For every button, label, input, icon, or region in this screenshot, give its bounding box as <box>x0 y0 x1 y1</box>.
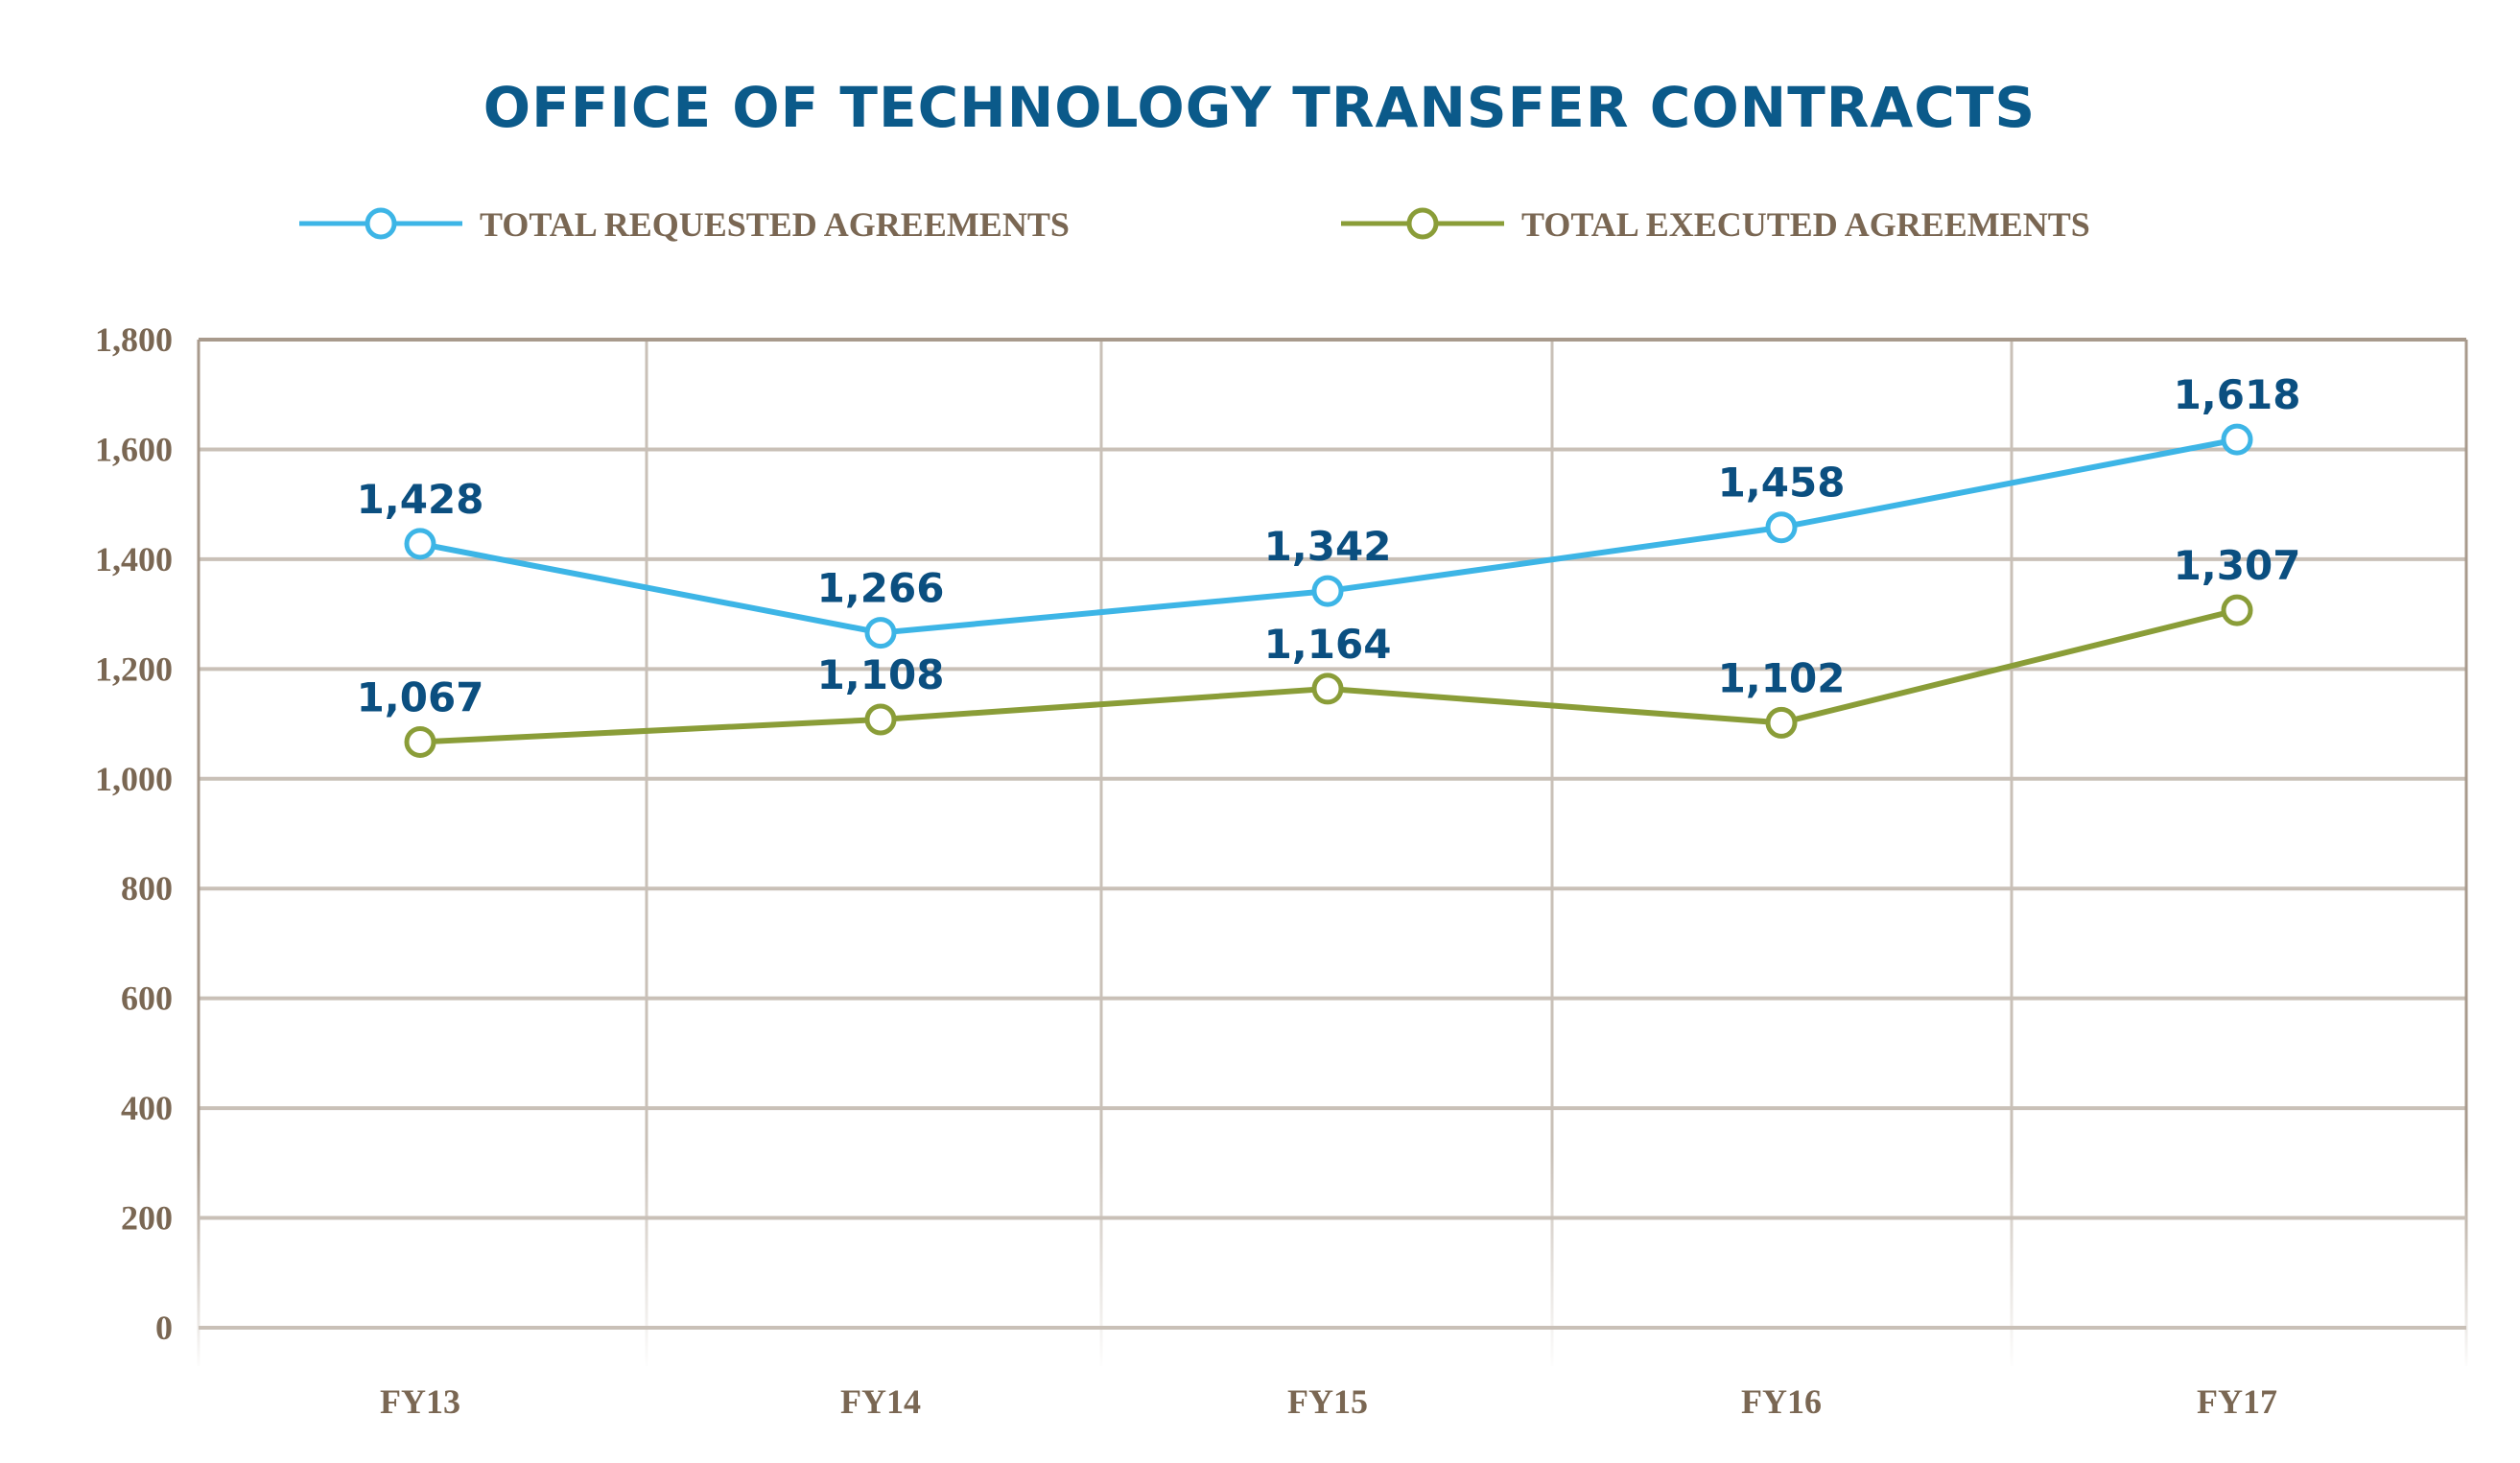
data-label: 1,618 <box>2174 371 2301 418</box>
y-tick-label: 1,400 <box>95 540 173 578</box>
legend-label: TOTAL EXECUTED AGREEMENTS <box>1521 205 2090 244</box>
data-label: 1,342 <box>1264 523 1392 570</box>
data-point <box>404 528 436 560</box>
data-point <box>1765 511 1798 544</box>
data-label: 1,067 <box>357 673 484 720</box>
y-tick-label: 1,000 <box>95 760 173 798</box>
data-label: 1,164 <box>1264 621 1392 668</box>
data-point <box>864 617 897 649</box>
x-tick-label: FY15 <box>1287 1382 1368 1421</box>
data-label: 1,266 <box>817 565 945 612</box>
data-point <box>404 725 436 758</box>
legend: TOTAL REQUESTED AGREEMENTS TOTAL EXECUTED… <box>299 205 2090 244</box>
x-tick-label: FY13 <box>380 1382 460 1421</box>
series-group: 1,428 1,266 1,342 1,458 1,618 1,067 1,108 1,164… <box>357 371 2301 758</box>
y-tick-label: 800 <box>121 869 173 908</box>
x-tick-label: FY16 <box>1741 1382 1822 1421</box>
data-point <box>864 703 897 736</box>
legend-marker <box>365 207 397 240</box>
x-tick-label: FY14 <box>840 1382 921 1421</box>
data-point <box>2221 423 2253 456</box>
data-label: 1,458 <box>1718 460 1846 507</box>
y-tick-label: 1,200 <box>95 649 173 688</box>
data-label: 1,307 <box>2174 542 2301 589</box>
x-axis: FY13 FY14 FY15 FY16 FY17 <box>380 1382 2277 1421</box>
legend-marker <box>1406 207 1439 240</box>
y-tick-label: 1,800 <box>95 320 173 359</box>
y-axis: 0 200 400 600 800 1,000 1,200 1,400 1,600 1,800 <box>95 320 173 1347</box>
data-point <box>1765 706 1798 739</box>
y-tick-label: 1,600 <box>95 430 173 468</box>
grid <box>194 338 2471 1372</box>
data-label: 1,102 <box>1718 654 1846 701</box>
data-point <box>2221 594 2253 626</box>
bottom-fade <box>194 1151 2471 1372</box>
data-label: 1,428 <box>357 476 484 523</box>
legend-label: TOTAL REQUESTED AGREEMENTS <box>480 205 1070 244</box>
y-tick-label: 200 <box>121 1199 173 1238</box>
chart-title: OFFICE OF TECHNOLOGY TRANSFER CONTRACTS <box>483 75 2036 140</box>
y-tick-label: 0 <box>155 1309 173 1347</box>
y-tick-label: 600 <box>121 979 173 1018</box>
data-point <box>1311 575 1344 607</box>
data-label: 1,108 <box>817 651 945 698</box>
y-tick-label: 400 <box>121 1089 173 1127</box>
data-point <box>1311 673 1344 705</box>
x-tick-label: FY17 <box>2197 1382 2277 1421</box>
